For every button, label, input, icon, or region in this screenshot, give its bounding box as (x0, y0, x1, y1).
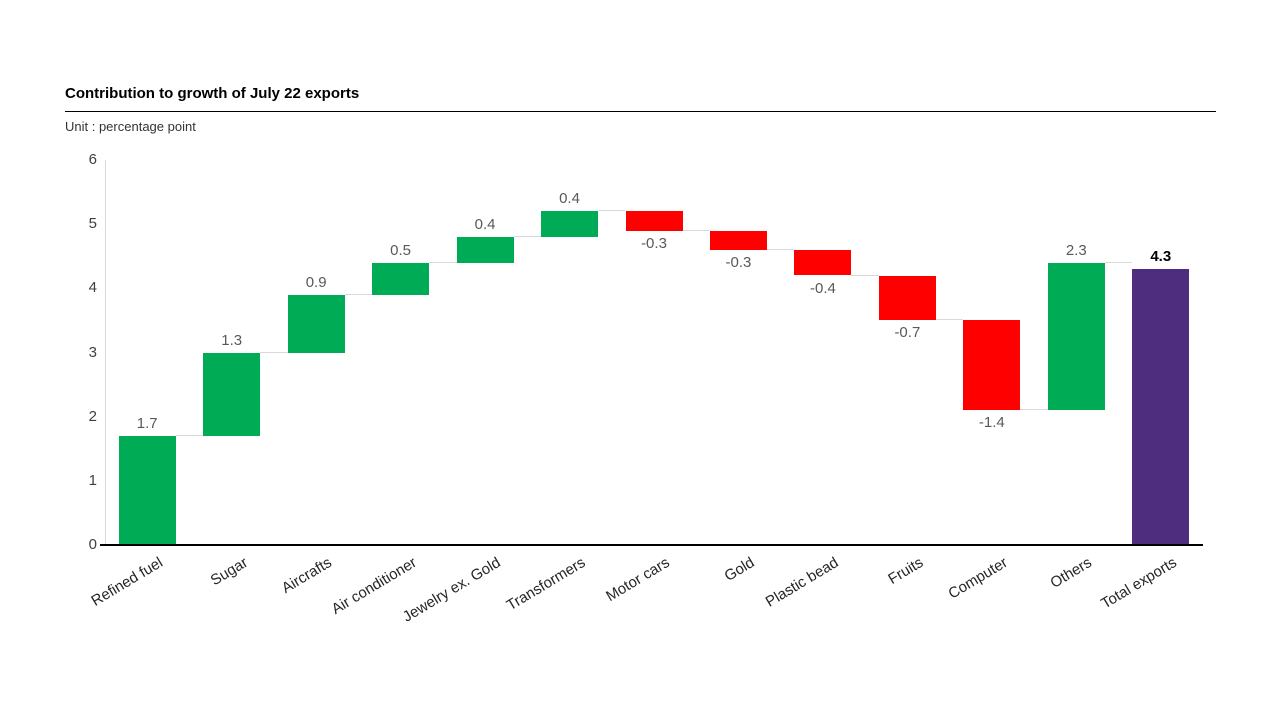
y-tick-label: 3 (88, 343, 97, 361)
bar-others (1047, 262, 1105, 411)
connector-line (682, 229, 710, 231)
category-label-plastic-bead: Plastic bead (762, 554, 842, 611)
value-label-aircrafts: 0.9 (305, 273, 327, 291)
value-label-fruits: -0.7 (894, 324, 921, 342)
y-tick-label: 6 (88, 151, 97, 168)
y-tick-label: 0 (88, 536, 97, 553)
connector-line (344, 293, 373, 295)
category-label-fruits: Fruits (885, 554, 927, 588)
value-label-air-conditioner: 0.5 (390, 241, 412, 259)
bar-sugar (203, 352, 261, 436)
value-label-computer: -1.4 (978, 414, 1005, 432)
value-label-refined-fuel: 1.7 (136, 414, 158, 432)
bar-plastic-bead (794, 249, 852, 276)
category-label-gold: Gold (721, 554, 758, 585)
value-label-total-exports: 4.3 (1150, 248, 1172, 266)
category-label-computer: Computer (945, 554, 1011, 603)
bar-fruits (878, 275, 936, 321)
y-tick-label: 4 (88, 279, 97, 297)
title-underline (65, 111, 1216, 112)
bar-aircrafts (287, 294, 345, 353)
category-label-refined-fuel: Refined fuel (88, 554, 166, 610)
y-axis-line (105, 160, 106, 545)
y-tick-label: 2 (88, 407, 97, 425)
category-label-aircrafts: Aircrafts (278, 554, 335, 597)
connector-line (598, 210, 626, 212)
connector-line (1104, 261, 1133, 263)
connector-line (513, 236, 542, 237)
value-label-gold: -0.3 (725, 253, 752, 271)
unit-label: Unit : percentage point (65, 119, 196, 134)
bar-gold (709, 230, 767, 250)
value-label-plastic-bead: -0.4 (809, 279, 836, 297)
connector-line (935, 319, 964, 321)
bar-jewelry-ex-gold (456, 237, 514, 263)
bar-transformers (541, 211, 599, 237)
category-label-motor-cars: Motor cars (603, 554, 673, 606)
connector-line (260, 351, 288, 353)
category-label-sugar: Sugar (207, 554, 251, 590)
connector-line (175, 434, 204, 436)
bar-motor-cars (625, 211, 683, 231)
bar-total-exports (1132, 269, 1190, 545)
bar-refined-fuel (118, 435, 176, 545)
y-tick-label: 1 (88, 471, 97, 489)
bar-air-conditioner (372, 262, 430, 295)
value-label-jewelry-ex-gold: 0.4 (474, 216, 496, 233)
x-axis-baseline (100, 544, 1203, 546)
category-label-others: Others (1047, 554, 1096, 592)
value-label-sugar: 1.3 (221, 331, 243, 349)
connector-line (429, 261, 457, 263)
value-label-transformers: 0.4 (559, 190, 580, 208)
connector-line (1020, 409, 1048, 411)
connector-line (851, 274, 879, 276)
value-label-others: 2.3 (1065, 241, 1087, 259)
bar-computer (963, 320, 1021, 411)
y-tick-label: 5 (88, 215, 97, 233)
category-label-total-exports: Total exports (1097, 554, 1180, 613)
chart-title: Contribution to growth of July 22 export… (65, 85, 360, 102)
value-label-motor-cars: -0.3 (641, 234, 667, 252)
category-label-transformers: Transformers (503, 554, 589, 615)
connector-line (766, 248, 795, 250)
